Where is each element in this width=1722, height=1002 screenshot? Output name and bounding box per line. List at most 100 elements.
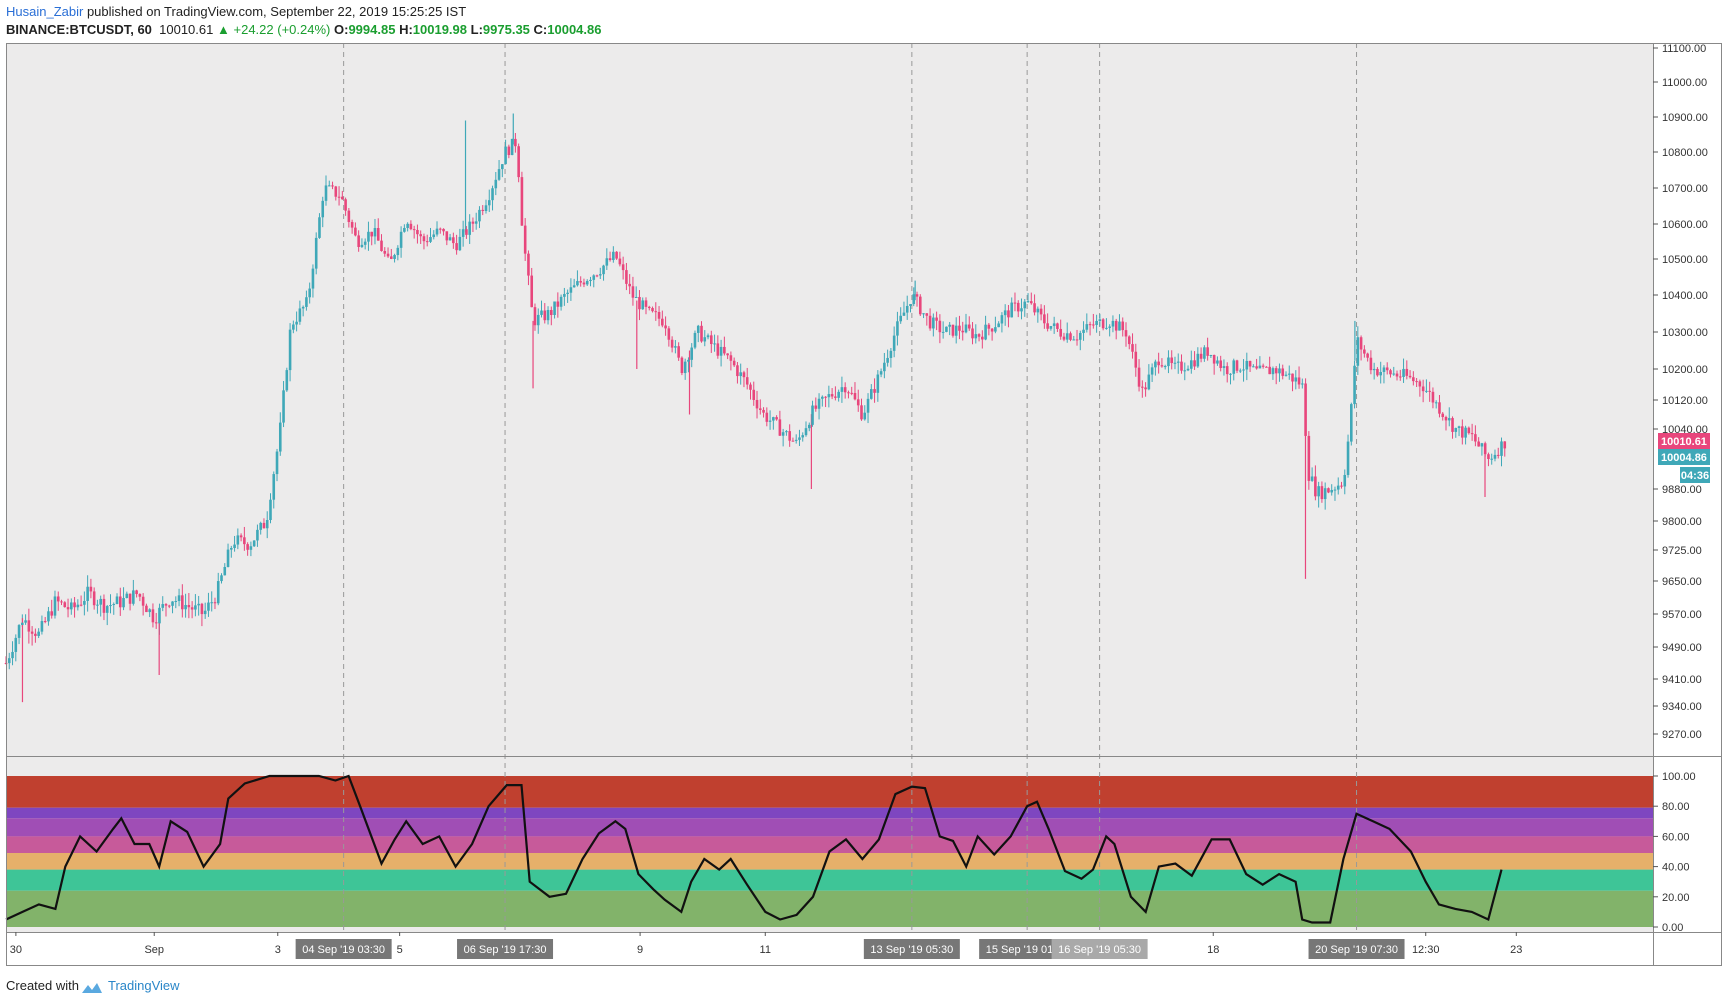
candle xyxy=(1255,366,1258,369)
candle xyxy=(742,372,746,378)
high-label: H: xyxy=(399,22,413,37)
candle xyxy=(517,146,520,178)
candle xyxy=(1085,324,1089,330)
candle xyxy=(566,292,569,294)
candle xyxy=(781,432,785,436)
candle xyxy=(288,329,292,371)
candle xyxy=(1144,387,1147,390)
price-tick-label: 9570.00 xyxy=(1662,609,1702,621)
candle xyxy=(938,320,942,333)
candle xyxy=(1225,366,1229,375)
candle xyxy=(683,361,687,374)
candle xyxy=(1480,443,1484,447)
candle xyxy=(514,138,517,147)
oscillator-axis[interactable]: 100.00 80.00 60.00 40.00 20.00 0.00 xyxy=(1653,771,1696,934)
oscillator-band xyxy=(6,807,1653,819)
candle xyxy=(360,244,364,247)
candle xyxy=(403,227,406,232)
candle xyxy=(102,598,106,613)
candle xyxy=(164,604,168,606)
candle xyxy=(1431,391,1435,403)
candle xyxy=(1441,413,1445,418)
oscillator-band xyxy=(6,890,1653,927)
time-tick-label: 18 xyxy=(1207,944,1219,956)
candle xyxy=(1046,323,1049,329)
price-axis[interactable]: 11100.00 11000.00 10900.00 10800.00 10700.00… xyxy=(1653,43,1708,741)
candle xyxy=(984,324,987,340)
author-link[interactable]: Husain_Zabir xyxy=(6,4,84,19)
candle xyxy=(1343,474,1347,487)
candle xyxy=(86,586,89,601)
candle xyxy=(181,595,184,610)
candle xyxy=(1389,370,1392,375)
candle xyxy=(550,309,553,316)
candle xyxy=(987,324,991,329)
candle xyxy=(1069,333,1072,340)
candle xyxy=(461,229,465,237)
crosshair-time-tag-bg xyxy=(1308,939,1405,959)
candle xyxy=(1307,435,1311,481)
candle xyxy=(112,603,116,606)
candle xyxy=(843,387,847,393)
candle xyxy=(406,223,409,228)
candle xyxy=(1385,367,1389,371)
candle xyxy=(327,185,331,187)
candle xyxy=(807,424,811,429)
candle xyxy=(612,251,615,261)
candle xyxy=(856,399,860,406)
candle xyxy=(997,323,1000,328)
candle xyxy=(314,237,318,269)
osc-tick-label: 80.00 xyxy=(1662,801,1690,813)
candle xyxy=(1245,360,1249,370)
oscillator-line xyxy=(5,774,1503,924)
candle xyxy=(249,546,253,550)
candle xyxy=(863,412,867,420)
candle xyxy=(311,268,315,289)
candle xyxy=(1033,303,1036,313)
candle xyxy=(445,231,449,241)
time-tick-label: 12:30 xyxy=(1412,944,1440,956)
candle xyxy=(272,474,276,500)
candle xyxy=(210,602,214,604)
candle xyxy=(674,346,677,348)
tradingview-brand-link[interactable]: TradingView xyxy=(108,978,180,993)
candle xyxy=(1052,323,1056,327)
price-tick-label: 10120.00 xyxy=(1662,395,1708,407)
candle xyxy=(187,604,191,608)
candle xyxy=(1340,485,1343,487)
candle xyxy=(200,603,204,615)
candle xyxy=(915,294,919,297)
candle xyxy=(83,600,86,605)
candle xyxy=(40,621,44,632)
candle xyxy=(563,293,566,297)
candle xyxy=(474,221,478,224)
candle xyxy=(416,229,419,235)
candle xyxy=(954,325,958,336)
osc-tick-label: 100.00 xyxy=(1662,771,1696,783)
time-tick-label: 9 xyxy=(637,944,643,956)
candle xyxy=(912,294,916,305)
candle xyxy=(412,229,416,231)
oscillator-band xyxy=(6,836,1653,854)
candle xyxy=(736,365,739,377)
candle xyxy=(331,185,334,187)
candle xyxy=(21,622,24,626)
candle xyxy=(354,227,357,236)
candle xyxy=(572,285,576,288)
candle xyxy=(1176,361,1180,363)
candle xyxy=(576,281,579,286)
candle xyxy=(834,396,837,398)
crosshair-time-tag-bg xyxy=(1051,939,1148,959)
candle xyxy=(1183,370,1187,372)
symbol-label[interactable]: BINANCE:BTCUSDT, 60 xyxy=(6,22,152,37)
candle xyxy=(1500,441,1503,456)
candle xyxy=(1020,308,1023,312)
candle xyxy=(1457,426,1461,429)
tradingview-logo xyxy=(82,983,102,993)
candle xyxy=(1405,368,1409,376)
candle xyxy=(1007,310,1010,318)
time-axis[interactable]: 30 Sep 3 5 9 11 18 12:30 23 xyxy=(10,932,1523,956)
crosshair-time-tag-text: 04 Sep '19 03:30 xyxy=(302,944,385,956)
candle xyxy=(1131,344,1134,352)
